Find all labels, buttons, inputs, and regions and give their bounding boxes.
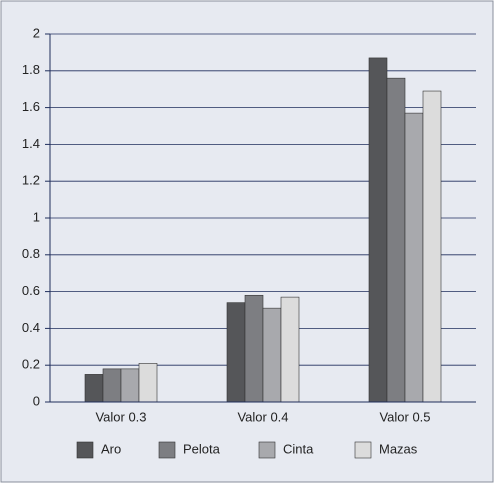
bar <box>386 77 406 403</box>
bar <box>422 90 442 403</box>
y-tick-label: 0 <box>33 393 40 408</box>
y-tick-label: 1.2 <box>22 173 40 188</box>
y-tick-label: 1.8 <box>22 62 40 77</box>
x-tick-label: Valor 0.5 <box>379 409 430 424</box>
legend-swatch <box>258 441 276 459</box>
x-tick-label: Valor 0.3 <box>95 409 146 424</box>
y-tick-label: 1.6 <box>22 99 40 114</box>
y-tick-label: 0.4 <box>22 320 40 335</box>
y-tick-label: 1.4 <box>22 136 40 151</box>
bar <box>84 374 104 403</box>
x-tick-label: Valor 0.4 <box>237 409 288 424</box>
y-tick-label: 1 <box>33 209 40 224</box>
bar <box>226 302 246 403</box>
y-tick-label: 2 <box>33 25 40 40</box>
y-tick-label: 0.8 <box>22 246 40 261</box>
legend-label: Mazas <box>379 441 418 456</box>
bar <box>262 307 282 403</box>
bar <box>120 368 140 403</box>
bar <box>368 57 388 403</box>
legend-label: Aro <box>101 441 121 456</box>
bar <box>404 112 424 403</box>
bar <box>280 296 300 403</box>
legend-label: Pelota <box>183 441 221 456</box>
y-tick-label: 0.2 <box>22 357 40 372</box>
legend-label: Cinta <box>283 441 314 456</box>
bar <box>138 363 158 403</box>
legend-swatch <box>158 441 176 459</box>
legend-swatch <box>76 441 94 459</box>
bar <box>102 368 122 403</box>
bar <box>244 294 264 403</box>
y-tick-label: 0.6 <box>22 283 40 298</box>
legend-swatch <box>354 441 372 459</box>
